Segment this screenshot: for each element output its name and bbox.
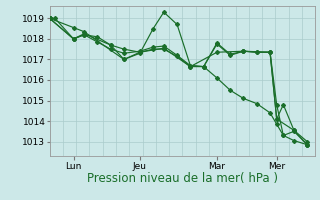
X-axis label: Pression niveau de la mer( hPa ): Pression niveau de la mer( hPa ) [87,172,278,185]
